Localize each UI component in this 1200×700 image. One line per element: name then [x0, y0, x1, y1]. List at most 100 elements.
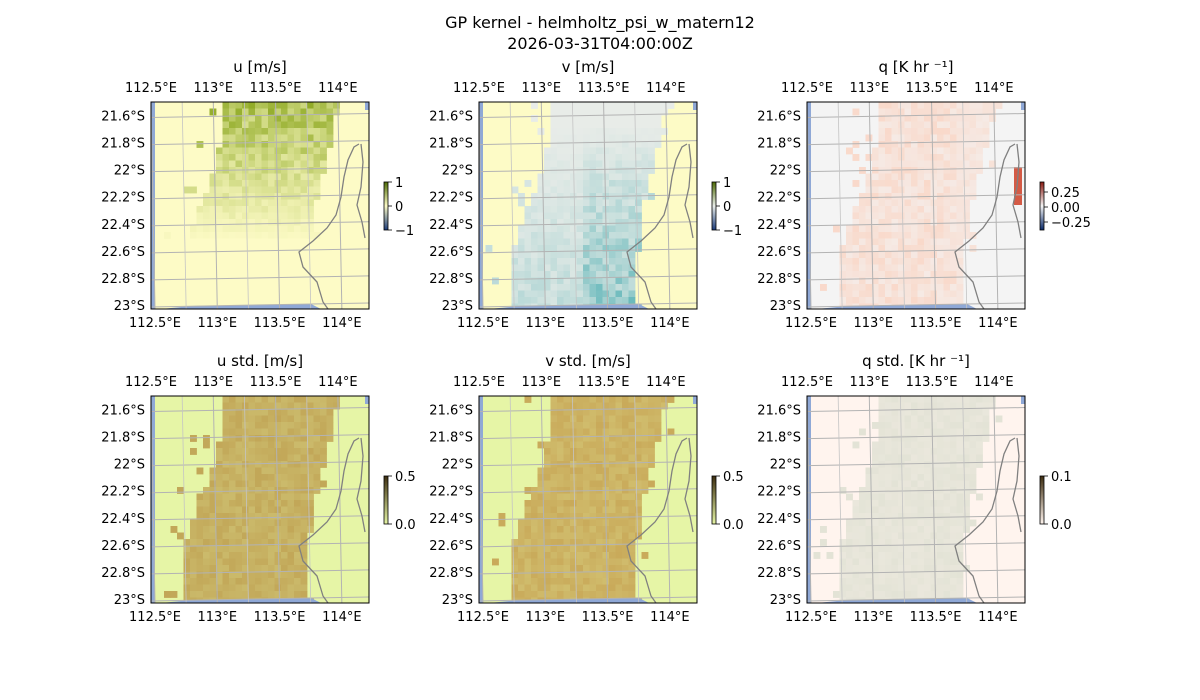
- field-cell: [885, 180, 892, 187]
- field-cell: [274, 297, 282, 304]
- gridline: [807, 488, 1025, 494]
- field-cell: [852, 264, 860, 272]
- field-cell: [294, 532, 301, 540]
- field-cell: [261, 396, 269, 403]
- field-cell: [956, 251, 964, 259]
- field-cell: [196, 271, 204, 278]
- x-tick-label: 113°E: [854, 610, 894, 625]
- field-cell: [628, 206, 636, 213]
- field-cell: [622, 297, 629, 304]
- field-cell: [859, 245, 866, 252]
- field-cell: [216, 180, 223, 187]
- field-cell: [976, 102, 983, 109]
- field-cell: [196, 467, 204, 475]
- field-cell: [609, 506, 616, 514]
- field-cell: [602, 141, 610, 148]
- field-cell: [576, 539, 584, 546]
- field-cell: [268, 493, 275, 501]
- field-cell: [891, 277, 899, 285]
- field-cell: [641, 461, 649, 468]
- field-cell: [576, 219, 584, 226]
- field-cell: [641, 409, 649, 416]
- field-cell: [216, 448, 223, 455]
- field-cell: [937, 128, 944, 135]
- field-cell: [248, 396, 256, 403]
- field-cell: [544, 474, 551, 481]
- field-cell: [255, 264, 262, 272]
- field-cell: [307, 206, 314, 213]
- field-cell: [570, 186, 577, 194]
- field-cell: [300, 277, 308, 285]
- field-cell: [956, 519, 964, 527]
- field-cell: [911, 396, 918, 403]
- field-cell: [248, 154, 256, 161]
- field-cell: [576, 245, 584, 252]
- field-cell: [537, 264, 545, 272]
- field-cell: [885, 526, 892, 533]
- field-cell: [320, 422, 327, 429]
- field-cell: [924, 558, 931, 566]
- x-tick-label: 114°E: [978, 316, 1018, 331]
- field-cell: [878, 539, 886, 546]
- field-cell: [891, 480, 899, 488]
- field-cell: [924, 147, 931, 155]
- x-tick-label: 113.5°E: [582, 610, 634, 625]
- field-cell: [287, 297, 295, 304]
- field-cell: [222, 591, 230, 598]
- field-cell: [648, 454, 655, 462]
- field-cell: [976, 128, 983, 135]
- field-cell: [576, 402, 584, 410]
- field-cell: [917, 448, 925, 455]
- colorbar: [1039, 181, 1045, 231]
- field-cell: [229, 245, 236, 252]
- field-cell: [878, 448, 886, 455]
- field-cell: [203, 558, 210, 566]
- field-cell: [865, 232, 873, 239]
- field-cell: [544, 513, 551, 520]
- field-cell: [537, 539, 545, 546]
- field-cell: [898, 552, 905, 559]
- field-cell: [235, 526, 243, 533]
- field-cell: [229, 115, 236, 122]
- field-cell: [969, 108, 977, 116]
- field-cell: [615, 115, 623, 122]
- field-cell: [255, 409, 262, 416]
- field-cell: [557, 277, 564, 285]
- field-cell: [268, 251, 275, 259]
- field-cell: [911, 441, 918, 449]
- field-cell: [196, 552, 204, 559]
- field-cell: [583, 271, 590, 278]
- field-cell: [589, 506, 597, 514]
- x-tick-label-top: 114°E: [318, 375, 358, 390]
- field-cell: [596, 264, 603, 272]
- field-cell: [300, 180, 308, 187]
- field-cell: [281, 558, 288, 566]
- field-cell: [229, 558, 236, 566]
- field-cell: [320, 147, 327, 155]
- field-cell: [943, 526, 951, 533]
- field-cell: [222, 186, 230, 194]
- x-tick-label: 112.5°E: [129, 316, 181, 331]
- field-cell: [544, 271, 551, 278]
- field-cell: [904, 448, 912, 455]
- field-cell: [917, 284, 925, 291]
- field-cell: [563, 591, 571, 598]
- field-cell: [917, 441, 925, 449]
- gridline: [337, 396, 343, 603]
- axes-frame: [150, 395, 370, 604]
- field-cell: [583, 409, 590, 416]
- field-cell: [589, 578, 597, 585]
- field-cell: [635, 480, 642, 488]
- field-cell: [622, 167, 629, 174]
- field-cell: [865, 219, 873, 226]
- field-cell: [268, 173, 275, 181]
- field-cell: [255, 441, 262, 449]
- field-cell: [261, 565, 269, 572]
- field-cell: [904, 435, 912, 442]
- field-cell: [667, 428, 675, 436]
- figure-subtitle: 2026-03-31T04:00:00Z: [507, 34, 693, 53]
- field-cell: [937, 147, 944, 155]
- field-cell: [255, 128, 262, 135]
- field-cell: [609, 245, 616, 252]
- field-cell: [622, 539, 629, 546]
